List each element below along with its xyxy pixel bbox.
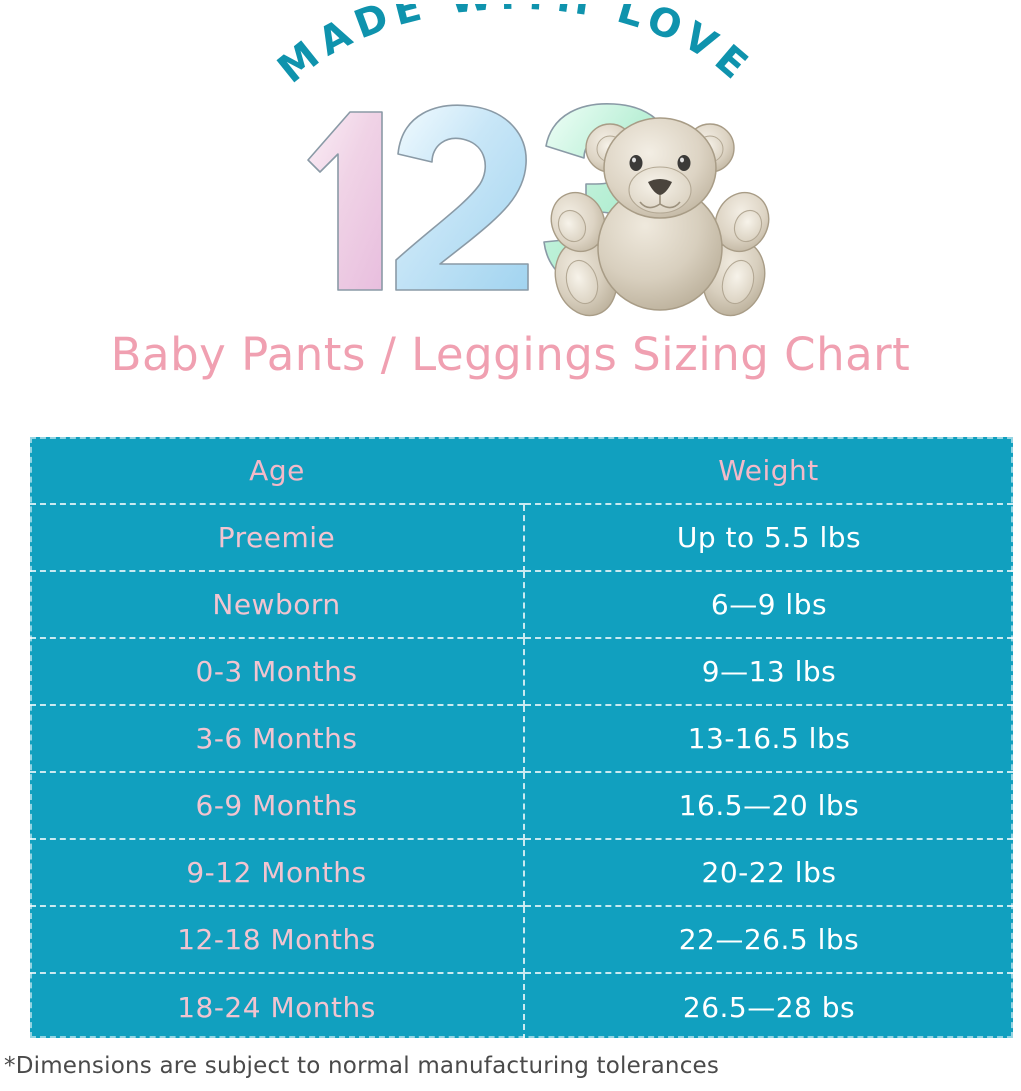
cell-weight: 16.5—20 lbs: [523, 771, 1013, 839]
cell-age: 9-12 Months: [30, 838, 524, 906]
brand-logo: MADE WITH LOVE: [0, 0, 1021, 325]
cell-weight: 20-22 lbs: [523, 838, 1013, 906]
cell-age: Preemie: [30, 503, 524, 571]
teddy-bear-icon: [548, 106, 772, 322]
page-title: Baby Pants / Leggings Sizing Chart: [110, 328, 911, 381]
cell-weight: 22—26.5 lbs: [523, 905, 1013, 973]
arc-tagline: MADE WITH LOVE: [255, 4, 775, 139]
footnote-disclaimer: *Dimensions are subject to normal manufa…: [4, 1053, 720, 1079]
table-row: 18-24 Months 26.5—28 bs: [30, 972, 1013, 1040]
table-row: 12-18 Months 22—26.5 lbs: [30, 905, 1013, 973]
cell-age: 3-6 Months: [30, 704, 524, 772]
cell-weight: 13-16.5 lbs: [523, 704, 1013, 772]
cell-age: 18-24 Months: [30, 972, 524, 1040]
table-row: 0-3 Months 9—13 lbs: [30, 637, 1013, 705]
table-row: Preemie Up to 5.5 lbs: [30, 503, 1013, 571]
cell-age: Newborn: [30, 570, 524, 638]
sizing-chart-table: Age Weight Preemie Up to 5.5 lbs Newborn 6—9 …: [30, 437, 1013, 1040]
cell-age: 12-18 Months: [30, 905, 524, 973]
table-header-row: Age Weight: [30, 437, 1013, 504]
table-row: 6-9 Months 16.5—20 lbs: [30, 771, 1013, 839]
cell-weight: 9—13 lbs: [523, 637, 1013, 705]
column-header-weight: Weight: [718, 453, 819, 487]
cell-age: 0-3 Months: [30, 637, 524, 705]
column-header-age: Age: [249, 453, 305, 487]
cell-weight: Up to 5.5 lbs: [523, 503, 1013, 571]
table-row: 3-6 Months 13-16.5 lbs: [30, 704, 1013, 772]
table-row: 9-12 Months 20-22 lbs: [30, 838, 1013, 906]
arc-tagline-text: MADE WITH LOVE: [270, 4, 761, 93]
cell-weight: 6—9 lbs: [523, 570, 1013, 638]
cell-weight: 26.5—28 bs: [523, 972, 1013, 1040]
cell-age: 6-9 Months: [30, 771, 524, 839]
table-row: Newborn 6—9 lbs: [30, 570, 1013, 638]
